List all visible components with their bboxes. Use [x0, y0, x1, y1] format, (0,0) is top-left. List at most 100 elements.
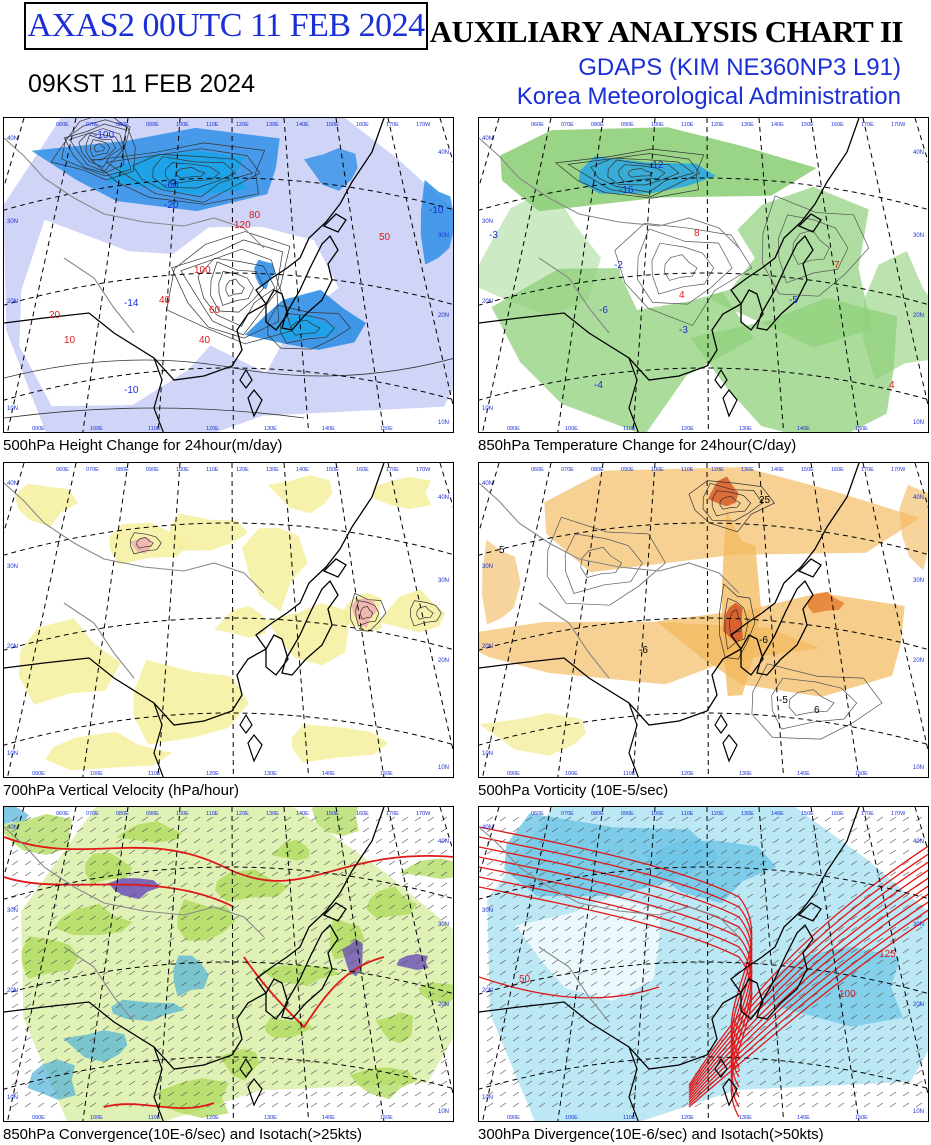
wind-barb: [707, 871, 715, 877]
wind-barb: [89, 1014, 97, 1020]
wind-barb: [167, 1069, 175, 1075]
wind-barb: [206, 981, 214, 987]
wind-barb: [115, 816, 123, 822]
wind-barb: [889, 959, 897, 965]
latitude-label: 20N: [913, 313, 924, 319]
wind-barb: [232, 1036, 240, 1042]
wind-barb: [564, 1069, 572, 1075]
wind-barb: [232, 981, 240, 987]
wind-barb: [577, 816, 585, 822]
wind-barb: [499, 1058, 507, 1064]
caption-700hpa-vertical-velocity: 700hPa Vertical Velocity (hPa/hour): [3, 782, 239, 799]
latitude-line: [4, 961, 453, 995]
wind-barb: [193, 1058, 201, 1064]
wind-barb: [401, 1003, 409, 1009]
wind-barb: [525, 937, 533, 943]
wind-barb: [564, 926, 572, 932]
wind-barb: [707, 827, 715, 833]
wind-barb: [590, 882, 598, 888]
wind-barb: [876, 860, 884, 866]
longitude-label: 170E: [861, 811, 874, 817]
longitude-label: 080E: [591, 122, 604, 128]
wind-barb: [707, 1025, 715, 1031]
wind-barb: [375, 860, 383, 866]
longitude-label: 130E: [266, 811, 279, 817]
wind-barb: [401, 970, 409, 976]
longitude-label: 140E: [322, 1115, 335, 1121]
wind-barb: [440, 1058, 448, 1064]
wind-barb: [63, 915, 71, 921]
wind-barb: [362, 992, 370, 998]
wind-barb: [616, 860, 624, 866]
wind-barb: [720, 981, 728, 987]
wind-barb: [219, 904, 227, 910]
wind-barb: [167, 1091, 175, 1097]
wind-barb: [902, 926, 910, 932]
longitude-line: [706, 807, 709, 1121]
wind-barb: [297, 1014, 305, 1020]
wind-barb: [271, 827, 279, 833]
wind-barb: [902, 981, 910, 987]
wind-barb: [616, 970, 624, 976]
wind-barb: [590, 1069, 598, 1075]
wind-barb: [863, 816, 871, 822]
wind-barb: [538, 827, 546, 833]
caption-850hpa-convergence-isotach: 850hPa Convergence(10E-6/sec) and Isotac…: [3, 1126, 362, 1143]
wind-barb: [414, 1003, 422, 1009]
wind-barb: [297, 882, 305, 888]
wind-barb: [245, 893, 253, 899]
latitude-line: [479, 522, 928, 556]
longitude-label: 120E: [711, 811, 724, 817]
longitude-line: [283, 807, 310, 1121]
wind-barb: [668, 838, 676, 844]
wind-barb: [141, 860, 149, 866]
shaded-area: [14, 483, 79, 527]
latitude-label: 10N: [482, 406, 493, 412]
wind-barb: [128, 849, 136, 855]
wind-barb: [564, 948, 572, 954]
wind-barb: [336, 937, 344, 943]
wind-barb: [720, 838, 728, 844]
wind-barb: [219, 992, 227, 998]
wind-barb: [232, 1058, 240, 1064]
coastline-korea: [265, 289, 289, 331]
wind-barb: [102, 1003, 110, 1009]
longitude-label: 150E: [855, 771, 868, 777]
wind-barb: [538, 1025, 546, 1031]
wind-barb: [616, 1080, 624, 1086]
wind-barb: [720, 1091, 728, 1097]
wind-barb: [63, 1091, 71, 1097]
longitude-label: 150E: [380, 771, 393, 777]
wind-barb: [297, 1058, 305, 1064]
wind-barb: [902, 860, 910, 866]
wind-barb: [525, 948, 533, 954]
wind-barb: [889, 893, 897, 899]
wind-barb: [271, 1003, 279, 1009]
wind-barb: [733, 882, 741, 888]
latitude-label: 10N: [7, 406, 18, 412]
wind-barb: [902, 970, 910, 976]
wind-barb: [401, 948, 409, 954]
coastline-asia: [4, 463, 385, 726]
wind-barb: [37, 937, 45, 943]
wind-barb: [141, 970, 149, 976]
wind-barb: [655, 948, 663, 954]
wind-barb: [180, 948, 188, 954]
wind-barb: [310, 1080, 318, 1086]
wind-barb: [564, 1091, 572, 1097]
wind-barb: [577, 1080, 585, 1086]
wind-barb: [759, 926, 767, 932]
wind-barb: [603, 838, 611, 844]
wind-barb: [889, 849, 897, 855]
contour-line: [68, 128, 125, 172]
wind-barb: [772, 1080, 780, 1086]
wind-barb: [440, 904, 448, 910]
wind-barb: [180, 1080, 188, 1086]
wind-barb: [180, 915, 188, 921]
wind-barb: [427, 915, 435, 921]
wind-barb: [590, 1003, 598, 1009]
coastline-japan: [281, 234, 339, 331]
contour-value: -12: [649, 160, 664, 171]
wind-barb: [863, 1091, 871, 1097]
